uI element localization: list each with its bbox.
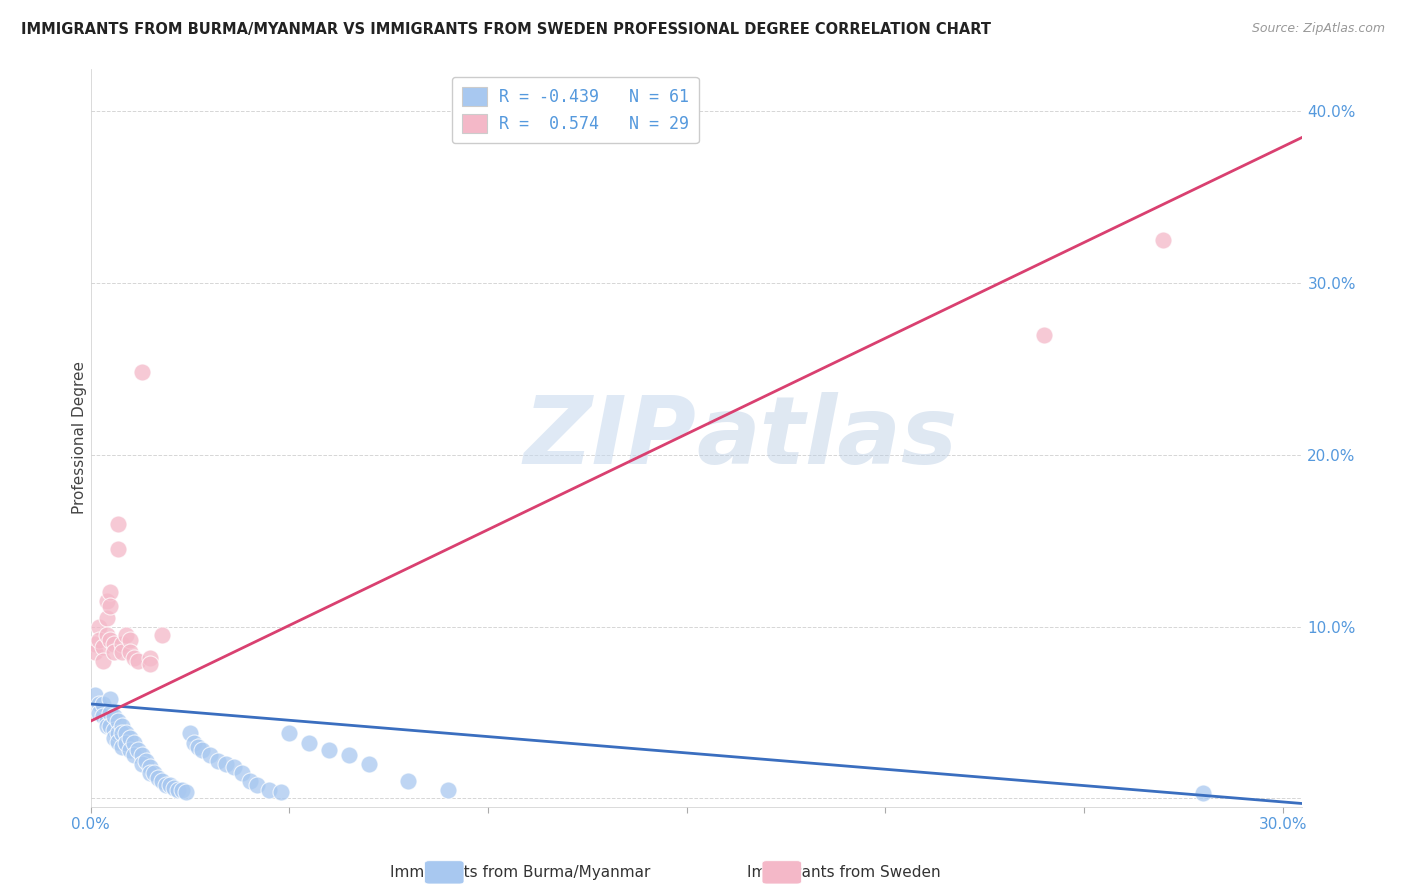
Point [107,726,129,740]
Point [163,781,186,796]
Point [159,778,181,792]
Point [124,650,146,665]
Point [150,628,173,642]
Point [111,719,134,733]
Text: IMMIGRANTS FROM BURMA/MYANMAR VS IMMIGRANTS FROM SWEDEN PROFESSIONAL DEGREE CORR: IMMIGRANTS FROM BURMA/MYANMAR VS IMMIGRA… [21,22,991,37]
Text: ZIP: ZIP [523,392,696,483]
Point [115,736,138,750]
Point [146,771,169,785]
Point [124,748,146,763]
Point [87,706,110,720]
Point [91,640,114,655]
Point [96,719,118,733]
Point [111,637,134,651]
Point [111,726,134,740]
Point [179,726,201,740]
Point [215,757,238,772]
Point [100,599,122,613]
Point [120,743,142,757]
Point [135,754,157,768]
Point [139,760,162,774]
Point [100,633,122,648]
Point [87,620,110,634]
Point [96,714,118,728]
Point [298,736,321,750]
Point [91,709,114,723]
Point [150,774,173,789]
Text: Immigrants from Sweden: Immigrants from Sweden [747,865,941,880]
Point [270,784,292,798]
Point [83,637,105,651]
Point [437,782,460,797]
Point [91,697,114,711]
Point [115,726,138,740]
Point [238,774,260,789]
Point [278,726,301,740]
Point [100,585,122,599]
Point [107,714,129,728]
Point [115,628,138,642]
Point [83,689,105,703]
Point [318,743,340,757]
Point [103,637,125,651]
Point [170,782,193,797]
Point [107,542,129,557]
Point [139,657,162,672]
Point [103,645,125,659]
Point [100,706,122,720]
Point [103,723,125,737]
Point [107,735,129,749]
Point [127,654,149,668]
Point [191,743,214,757]
Point [91,654,114,668]
Point [87,697,110,711]
Point [231,765,253,780]
Point [83,645,105,659]
Point [187,739,209,754]
Point [100,691,122,706]
Point [96,628,118,642]
Point [155,778,177,792]
Point [1152,233,1174,247]
Point [1192,786,1215,800]
Point [222,760,245,774]
Point [259,782,281,797]
Point [96,594,118,608]
Point [139,765,162,780]
Point [139,650,162,665]
Point [398,774,420,789]
Point [198,748,221,763]
Text: atlas: atlas [696,392,957,483]
Point [127,743,149,757]
Point [131,757,153,772]
Point [100,719,122,733]
Point [1033,327,1056,342]
Point [131,366,153,380]
Point [120,645,142,659]
Text: Source: ZipAtlas.com: Source: ZipAtlas.com [1251,22,1385,36]
Text: Immigrants from Burma/Myanmar: Immigrants from Burma/Myanmar [389,865,651,880]
Point [167,782,190,797]
Point [183,736,205,750]
Point [96,611,118,625]
Point [143,765,166,780]
Point [87,633,110,648]
Point [103,731,125,746]
Point [337,748,360,763]
Point [111,645,134,659]
Point [107,516,129,531]
Point [207,754,229,768]
Point [120,633,142,648]
Point [174,784,197,798]
Y-axis label: Professional Degree: Professional Degree [72,361,87,515]
Point [357,757,380,772]
Point [124,736,146,750]
Point [120,731,142,746]
Point [131,748,153,763]
Point [103,709,125,723]
Legend: R = -0.439   N = 61, R =  0.574   N = 29: R = -0.439 N = 61, R = 0.574 N = 29 [453,77,699,143]
Point [246,778,269,792]
Point [111,739,134,754]
